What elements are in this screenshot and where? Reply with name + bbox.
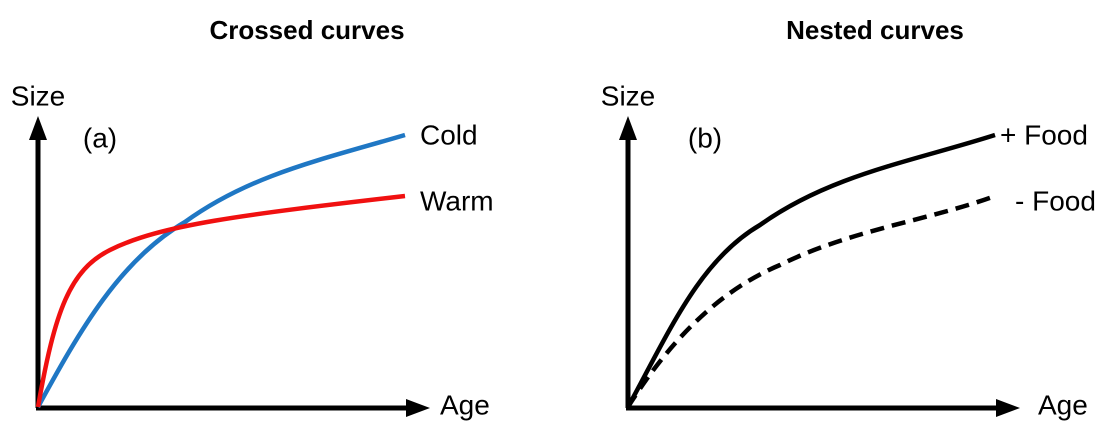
panel-title: Crossed curves (209, 15, 404, 45)
arrowhead (996, 399, 1020, 417)
curve-minus-food (626, 193, 996, 409)
panel-label: (a) (83, 122, 117, 153)
arrowhead (406, 399, 430, 417)
curve-cold (36, 132, 406, 409)
curve-plus-food (626, 132, 996, 409)
y-axis-label: Size (11, 80, 65, 111)
x-axis-label: Age (440, 389, 490, 420)
panel-label: (b) (688, 122, 722, 153)
panel-title: Nested curves (786, 15, 964, 45)
panel-b: Nested curves Size (b) Age + Food - Food (601, 15, 1096, 421)
curve-label: Warm (420, 185, 494, 216)
curve-label: Cold (420, 119, 478, 150)
y-axis-label: Size (601, 80, 655, 111)
arrowhead (619, 116, 637, 140)
curve-warm (35, 193, 406, 408)
curve-label: + Food (1000, 119, 1088, 150)
x-axis-label: Age (1038, 389, 1088, 420)
panel-a: Crossed curves Size (a) Age Cold Warm (11, 15, 494, 421)
curve-label: - Food (1015, 185, 1096, 216)
arrowhead (29, 116, 47, 140)
